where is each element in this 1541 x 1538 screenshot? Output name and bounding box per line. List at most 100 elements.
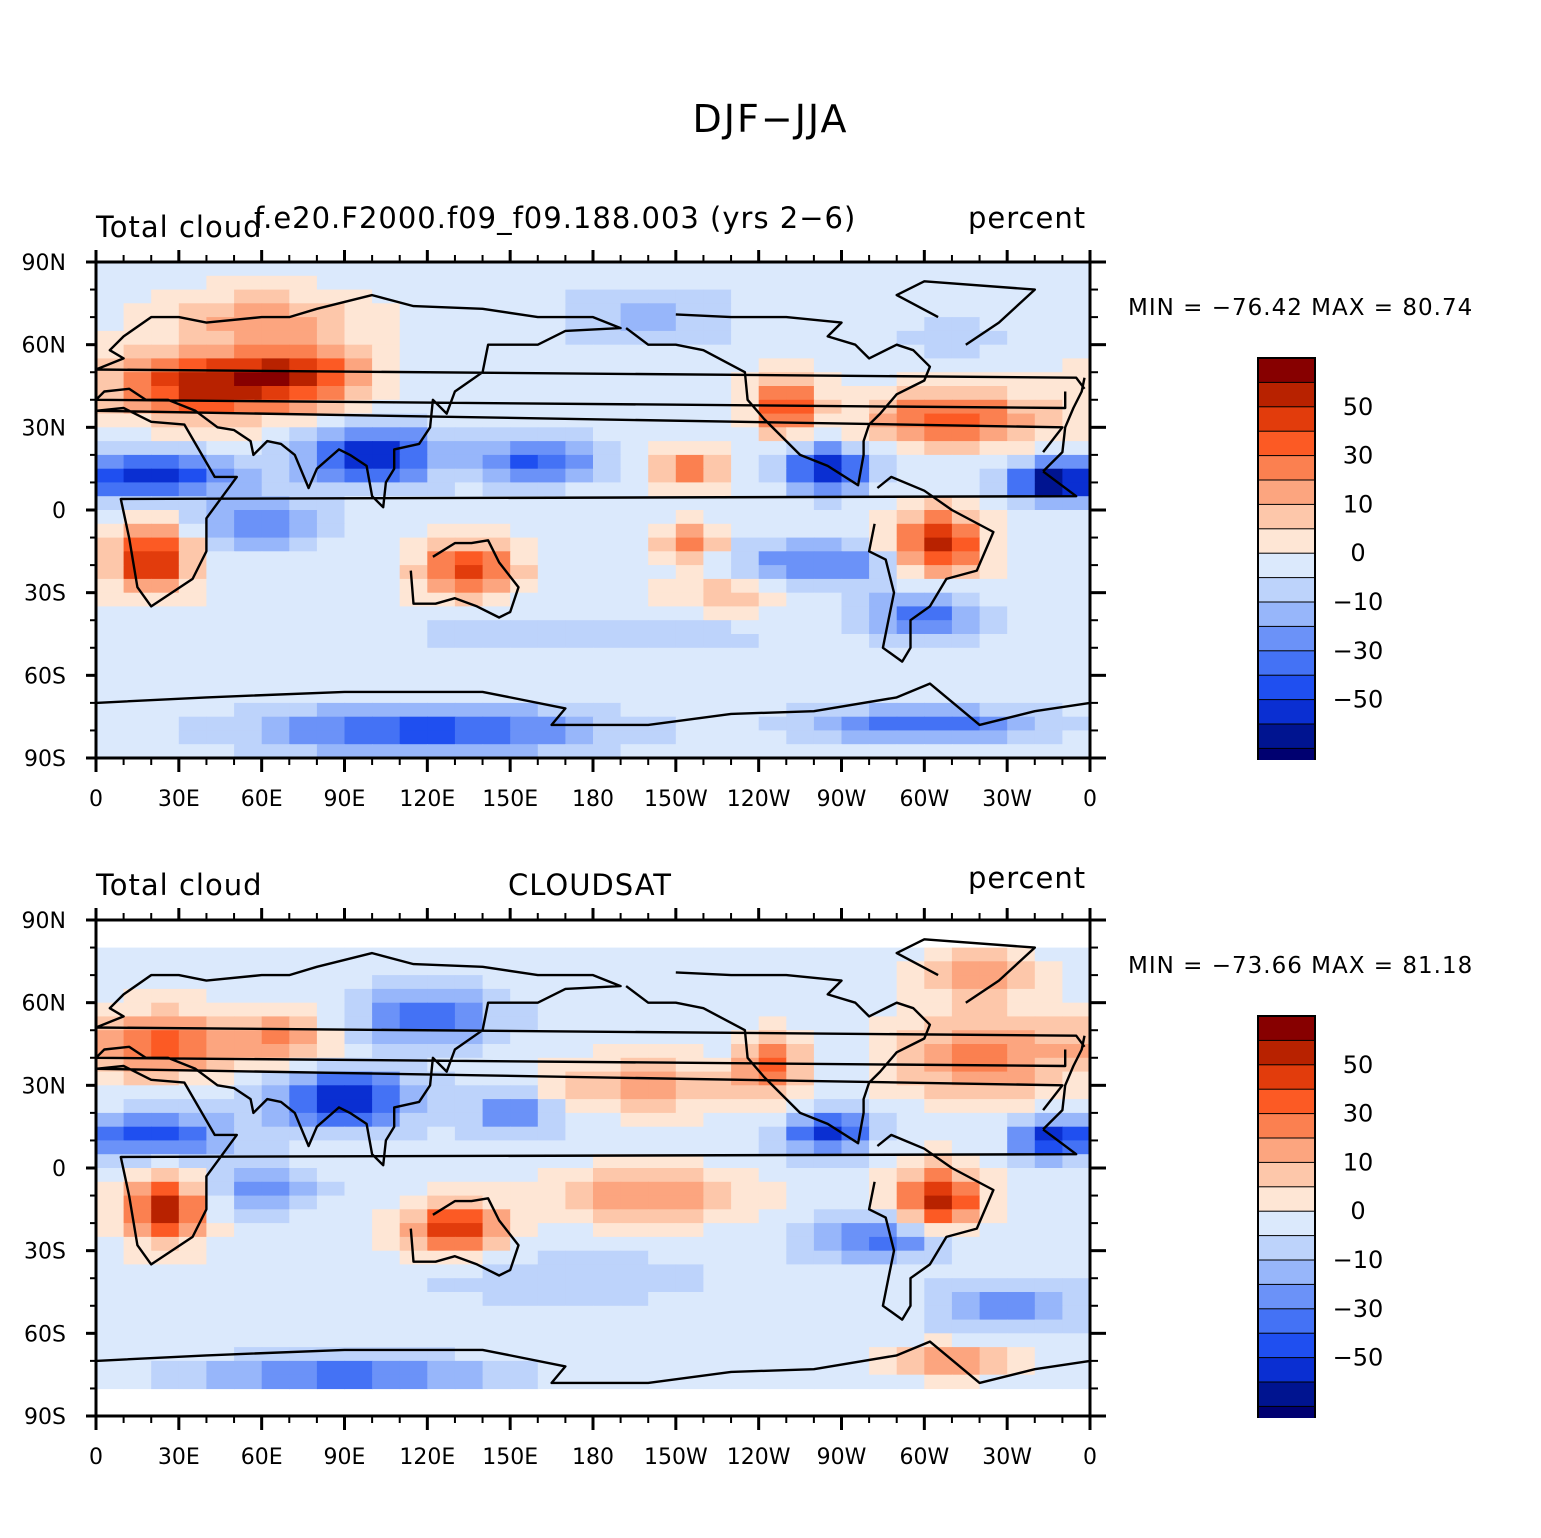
map1-cell (510, 702, 539, 718)
map1-cell (399, 551, 428, 566)
map1-cell (289, 482, 318, 497)
map1-cell (648, 262, 677, 277)
map2-cell (399, 1044, 428, 1059)
map1-cell (261, 372, 290, 387)
map1-cell (1034, 358, 1063, 373)
map2-cell (869, 1278, 898, 1293)
map1-cell (648, 454, 677, 470)
map1-cell (841, 482, 870, 497)
map1-cell (1007, 537, 1036, 552)
map2-cell (731, 947, 760, 962)
map1-cell (786, 592, 815, 608)
map2-cell (261, 1168, 290, 1183)
map2-cell (316, 947, 346, 962)
map1-cell (234, 275, 263, 291)
map1-cell (675, 386, 704, 401)
map1-cell (96, 496, 125, 511)
cbar1-swatch (1257, 747, 1316, 760)
map2-cell (703, 1250, 732, 1266)
map1-cell (316, 482, 346, 497)
map2-cell (1062, 1168, 1091, 1183)
map1-cell (786, 413, 815, 428)
map1-cell (620, 289, 649, 304)
map1-cell (951, 468, 981, 484)
map2-cell (758, 1305, 787, 1321)
map2-cell (454, 1195, 484, 1210)
map2-cell (675, 1195, 704, 1210)
map2-cell (731, 1099, 760, 1114)
map2-cell (96, 1044, 125, 1059)
map2-cell (813, 988, 843, 1004)
map2-cell (454, 1112, 484, 1128)
map2-cell (289, 1264, 318, 1279)
map2-cell (703, 1154, 732, 1169)
map1-cell (675, 372, 704, 387)
map2-cell (1062, 1140, 1091, 1155)
map1-cell (951, 716, 981, 732)
map1-cell (234, 427, 263, 442)
map1-cell (1062, 675, 1091, 690)
map2-cell (178, 1360, 207, 1376)
map2-cell (399, 988, 428, 1004)
map2-cell (206, 1374, 235, 1390)
map1-cell (648, 399, 677, 415)
map1-cell (372, 496, 401, 511)
map1-cell (123, 661, 152, 676)
map2-cell (206, 1236, 235, 1252)
map2-cell (648, 1278, 677, 1293)
map1-cell (399, 565, 428, 580)
map2-cell (703, 1044, 732, 1059)
map2-cell (261, 1181, 290, 1197)
map1-cell (731, 716, 760, 732)
cbar2-swatch (1257, 1283, 1316, 1310)
map1-cell (151, 262, 180, 277)
map2-cell (896, 947, 925, 962)
map2-cell (316, 1319, 346, 1334)
map2-cell (593, 1236, 622, 1252)
map1-cell (620, 702, 649, 718)
map1-cell (731, 647, 760, 663)
map1-cell (427, 647, 456, 663)
map1-cell (896, 689, 925, 704)
map1-cell (1034, 386, 1063, 401)
map2-cell (896, 1085, 925, 1100)
map2-cell (482, 1168, 511, 1183)
map1-cell (454, 565, 484, 580)
map2-cell (841, 1278, 870, 1293)
map1-cell (648, 510, 677, 525)
map1-cell (316, 647, 346, 663)
map2-cell (261, 1292, 290, 1307)
map2-cell (399, 1140, 428, 1155)
map1-cell (1007, 744, 1036, 759)
map2-cell (731, 1044, 760, 1059)
map1-cell (454, 386, 484, 401)
map2-cell (482, 1071, 511, 1086)
map1-cell (951, 647, 981, 663)
map2-cell (1007, 1236, 1036, 1252)
map1-cell (1062, 620, 1091, 635)
map2-cell (289, 1071, 318, 1086)
map1-cell (841, 675, 870, 690)
map1-cell (427, 441, 456, 456)
map2-cell (344, 988, 373, 1004)
map2-cell (399, 1168, 428, 1183)
map1-cell (261, 620, 290, 635)
map1-cell (786, 427, 815, 442)
map1-cell (261, 551, 290, 566)
map1-cell (565, 578, 594, 594)
map2-cell (261, 1071, 290, 1086)
map1-cell (427, 482, 456, 497)
map1-cell (316, 413, 346, 428)
map1-cell (620, 454, 649, 470)
cbar1-label: −50 (1333, 686, 1384, 714)
map2-cell (206, 947, 235, 962)
map1-cell (1007, 482, 1036, 497)
map2-cell (289, 1333, 318, 1348)
map1-cell (261, 523, 290, 539)
map1-cell (841, 496, 870, 511)
map2-cell (234, 1016, 263, 1031)
map2-coast-south-america (867, 1133, 995, 1321)
map1-cell (675, 620, 704, 635)
map2-cell (289, 975, 318, 990)
map1-cell (1062, 647, 1091, 663)
